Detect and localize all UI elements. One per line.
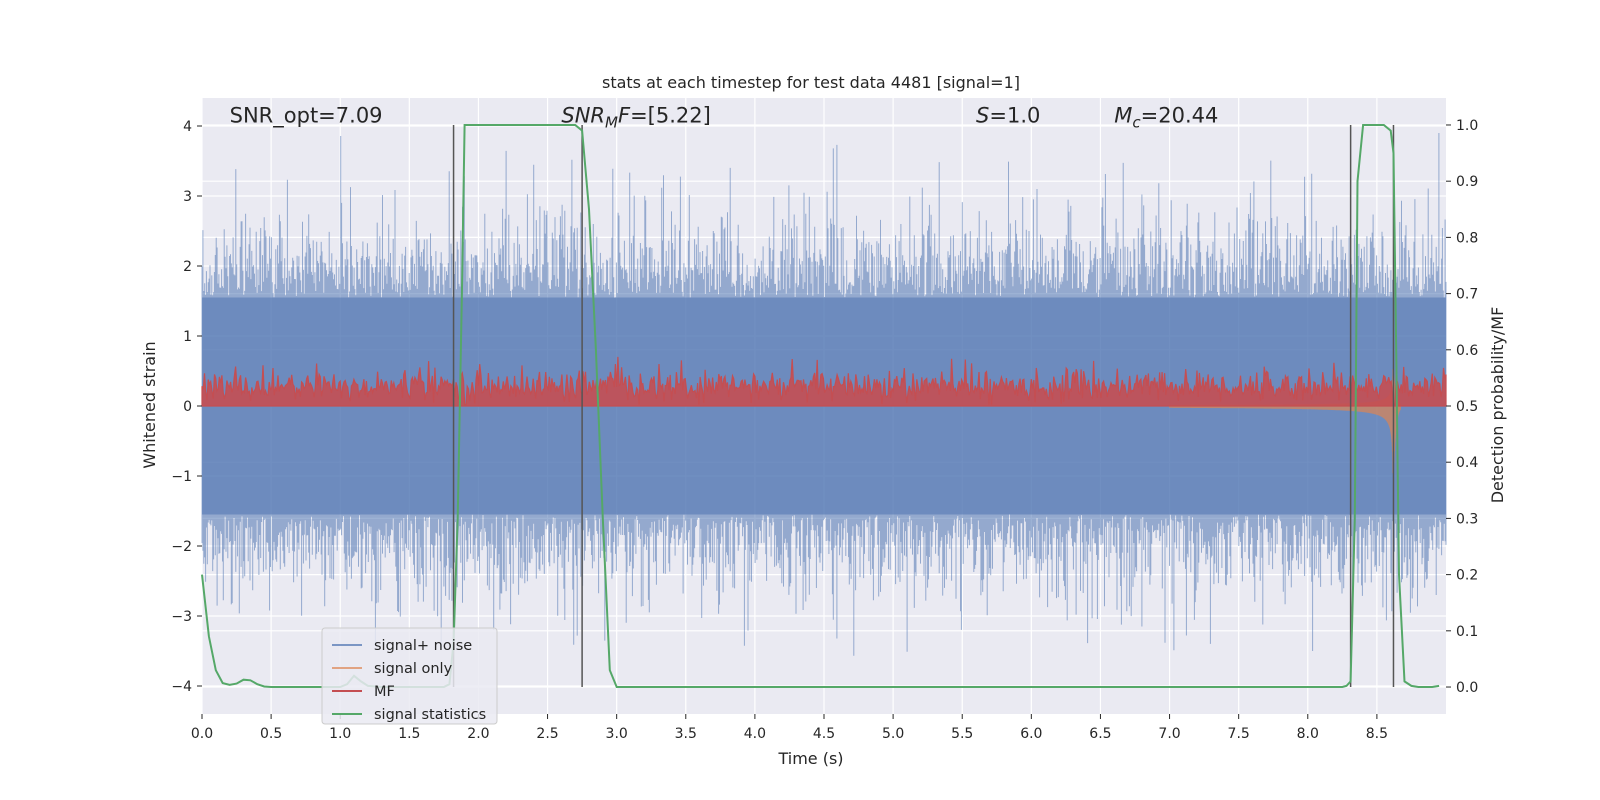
legend: signal+ noise signal only MF signal statist…	[321, 627, 498, 725]
legend-box	[321, 627, 498, 725]
y-right-tick-label: 0.1	[1456, 624, 1478, 640]
y-right-tick-label: 0.0	[1456, 680, 1478, 696]
legend-label: signal statistics	[374, 707, 486, 723]
plot-area	[201, 98, 1447, 714]
x-tick-label: 4.5	[813, 726, 835, 742]
x-tick-label: 5.0	[882, 726, 904, 742]
chart-title: stats at each timestep for test data 448…	[602, 73, 1020, 92]
x-tick-label: 2.5	[536, 726, 558, 742]
y-right-tick-label: 0.8	[1456, 230, 1478, 246]
x-tick-label: 1.5	[398, 726, 420, 742]
y-axis-label: Whitened strain	[140, 341, 159, 468]
x-tick-label: 6.0	[1020, 726, 1042, 742]
legend-label: MF	[374, 684, 395, 700]
y-right-tick-label: 0.2	[1456, 568, 1478, 584]
y-tick-label: 0	[183, 399, 192, 415]
x-tick-label: 5.5	[951, 726, 973, 742]
legend-label: signal only	[374, 661, 453, 677]
x-tick-label: 2.0	[467, 726, 489, 742]
y-right-tick-label: 0.6	[1456, 343, 1478, 359]
y-tick-label: 3	[183, 189, 192, 205]
x-tick-label: 8.0	[1297, 726, 1319, 742]
y-tick-label: −1	[171, 469, 192, 485]
y-right-tick-label: 1.0	[1456, 118, 1478, 134]
x-tick-label: 3.5	[675, 726, 697, 742]
x-tick-label: 7.0	[1158, 726, 1180, 742]
y-right-tick-label: 0.5	[1456, 399, 1478, 415]
x-tick-label: 0.0	[191, 726, 213, 742]
x-tick-label: 0.5	[260, 726, 282, 742]
annotation: SNR_opt=7.09	[230, 104, 383, 129]
annotation: SNRMF=[5.22]	[561, 104, 710, 132]
y-right-tick-label: 0.3	[1456, 511, 1478, 527]
y-right-tick-label: 0.9	[1456, 174, 1478, 190]
y-tick-label: 2	[183, 259, 192, 275]
y-right-tick-label: 0.7	[1456, 287, 1478, 303]
y-tick-label: −2	[171, 539, 192, 555]
x-tick-label: 1.0	[329, 726, 351, 742]
x-axis-label: Time (s)	[777, 749, 843, 768]
x-tick-label: 7.5	[1228, 726, 1250, 742]
y-tick-label: −4	[171, 679, 192, 695]
annotation: Mc=20.44	[1114, 104, 1218, 132]
signal-statistics-line	[201, 124, 1440, 688]
y-tick-label: −3	[171, 609, 192, 625]
y-right-tick-label: 0.4	[1456, 455, 1478, 471]
y-axis-right-ticks: 1.0 0.9 0.8 0.7 0.6 0.5 0.4 0.3 0.2 0.1 0.0	[1446, 118, 1478, 696]
x-tick-label: 3.0	[606, 726, 628, 742]
annotation: S=1.0	[976, 104, 1040, 128]
y-axis-right-label: Detection probability/MF	[1488, 307, 1507, 504]
x-tick-label: 6.5	[1089, 726, 1111, 742]
x-axis-ticks: 0.0 0.5 1.0 1.5 2.0 2.5 3.0 3.5 4.0 4.5 5.0 5.5 6.0 6…	[191, 714, 1388, 742]
x-tick-label: 4.0	[744, 726, 766, 742]
y-tick-label: 1	[183, 329, 192, 345]
x-tick-label: 8.5	[1366, 726, 1388, 742]
annotations: SNR_opt=7.09 SNRMF=[5.22] S=1.0 Mc=20.44	[230, 104, 1219, 132]
y-tick-label: 4	[183, 119, 192, 135]
legend-label: signal+ noise	[374, 638, 472, 654]
y-axis-ticks: 4 3 2 1 0 −1 −2 −3 −4	[171, 119, 202, 695]
mf-line	[201, 356, 1447, 407]
